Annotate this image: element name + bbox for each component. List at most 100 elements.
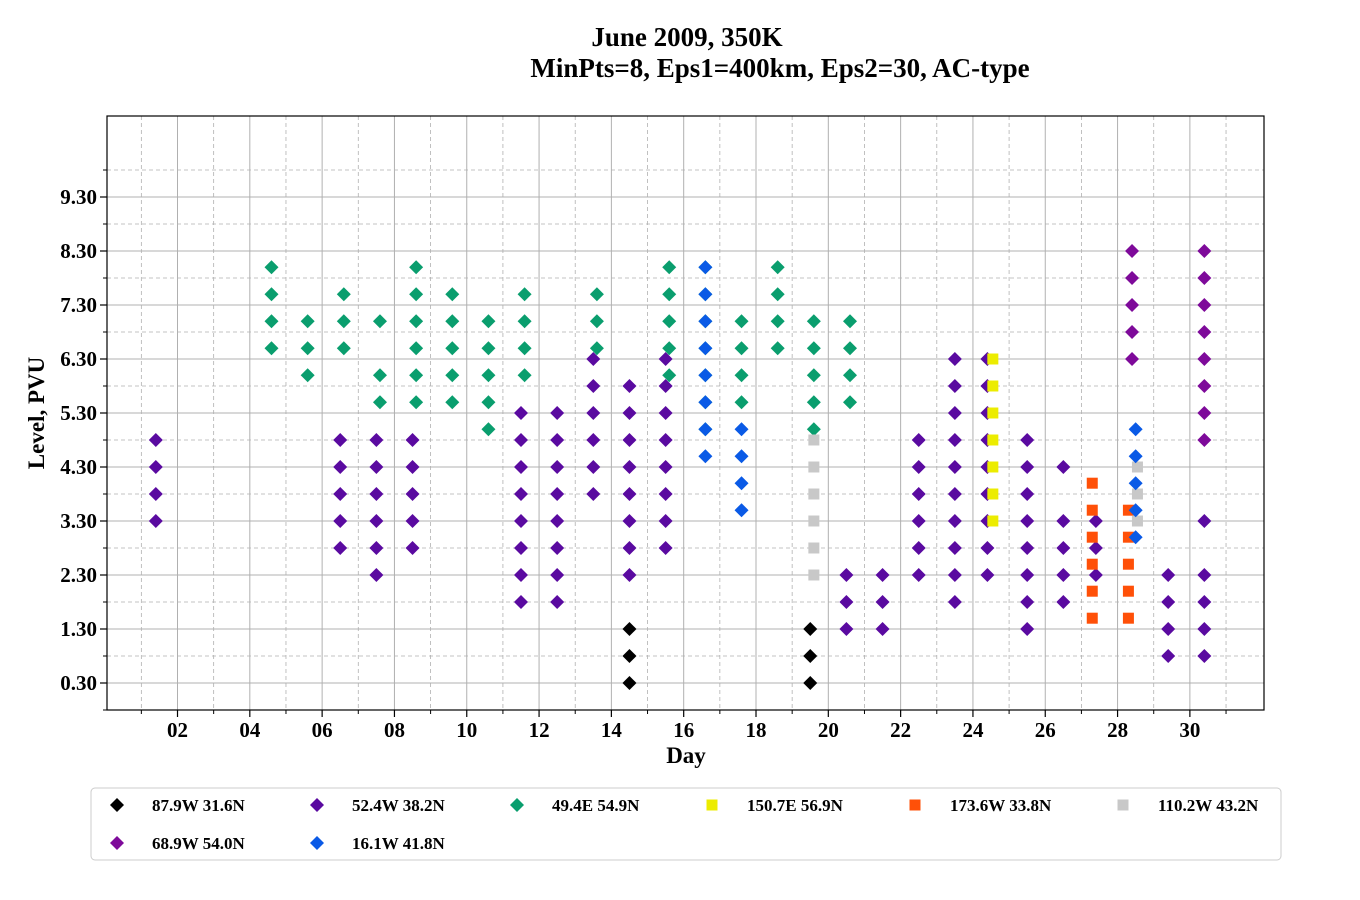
data-point xyxy=(300,368,315,383)
data-point xyxy=(405,514,420,528)
y-tick-label: 6.30 xyxy=(60,347,97,371)
data-point xyxy=(405,541,420,555)
data-point xyxy=(1020,433,1035,447)
legend-marker xyxy=(310,798,324,812)
data-point xyxy=(658,514,673,528)
data-point xyxy=(911,514,926,528)
legend-frame xyxy=(90,787,1282,861)
data-point xyxy=(698,287,713,302)
legend-label: 52.4W 38.2N xyxy=(352,796,445,815)
data-point xyxy=(698,449,713,464)
data-point xyxy=(586,352,601,366)
data-point xyxy=(1056,595,1071,609)
data-point xyxy=(481,368,496,383)
data-point xyxy=(148,487,163,501)
data-point xyxy=(947,595,962,609)
data-point xyxy=(409,341,424,356)
y-tick-label: 4.30 xyxy=(60,455,97,479)
data-point xyxy=(1197,325,1212,339)
data-point xyxy=(808,515,820,527)
x-tick-label: 18 xyxy=(746,718,767,742)
data-point xyxy=(517,368,532,383)
data-point xyxy=(1086,585,1098,597)
data-point xyxy=(550,595,565,609)
legend-marker xyxy=(110,836,124,850)
data-point xyxy=(586,487,601,501)
y-tick-label: 3.30 xyxy=(60,509,97,533)
data-point xyxy=(148,460,163,474)
data-point xyxy=(513,487,528,501)
data-point xyxy=(662,260,677,275)
data-point xyxy=(586,406,601,420)
data-point xyxy=(658,379,673,393)
data-point xyxy=(550,514,565,528)
data-point xyxy=(369,460,384,474)
data-point xyxy=(734,503,749,518)
data-point xyxy=(1086,612,1098,624)
data-point xyxy=(947,433,962,447)
x-tick-label: 12 xyxy=(529,718,550,742)
data-point xyxy=(1197,406,1212,420)
data-point xyxy=(770,341,785,356)
legend-label: 150.7E 56.9N xyxy=(747,796,844,815)
data-point xyxy=(1125,325,1140,339)
data-point xyxy=(550,460,565,474)
data-point xyxy=(947,406,962,420)
data-point xyxy=(911,541,926,555)
data-point xyxy=(987,461,999,473)
x-axis-label: Day xyxy=(666,743,706,768)
data-point xyxy=(947,460,962,474)
data-point xyxy=(405,487,420,501)
x-tick-label: 22 xyxy=(890,718,911,742)
data-point xyxy=(1128,476,1143,491)
legend-marker xyxy=(310,836,324,850)
data-point xyxy=(987,353,999,365)
data-point xyxy=(445,314,460,329)
data-point xyxy=(806,341,821,356)
y-tick-label: 1.30 xyxy=(60,617,97,641)
data-points xyxy=(148,244,1212,690)
data-point xyxy=(264,341,279,356)
data-point xyxy=(734,395,749,410)
data-point xyxy=(1088,514,1103,528)
y-tick-label: 2.30 xyxy=(60,563,97,587)
data-point xyxy=(622,379,637,393)
y-axis-label: Level, PVU xyxy=(24,356,49,469)
data-point xyxy=(622,622,637,636)
data-point xyxy=(658,352,673,366)
data-point xyxy=(803,649,818,663)
data-point xyxy=(839,595,854,609)
data-point xyxy=(1161,622,1176,636)
x-tick-label: 16 xyxy=(673,718,694,742)
data-point xyxy=(734,476,749,491)
data-point xyxy=(336,314,351,329)
data-point xyxy=(1197,271,1212,285)
data-point xyxy=(1131,488,1143,500)
data-point xyxy=(987,488,999,500)
data-point xyxy=(987,407,999,419)
data-point xyxy=(409,368,424,383)
data-point xyxy=(409,395,424,410)
legend-label: 16.1W 41.8N xyxy=(352,834,445,853)
data-point xyxy=(987,434,999,446)
data-point xyxy=(1020,622,1035,636)
data-point xyxy=(1161,649,1176,663)
data-point xyxy=(372,395,387,410)
data-point xyxy=(336,287,351,302)
data-point xyxy=(369,541,384,555)
data-point xyxy=(980,541,995,555)
data-point xyxy=(1131,461,1143,473)
data-point xyxy=(1020,487,1035,501)
data-point xyxy=(911,568,926,582)
data-point xyxy=(875,622,890,636)
data-point xyxy=(843,368,858,383)
data-point xyxy=(1197,649,1212,663)
x-tick-label: 14 xyxy=(601,718,623,742)
data-point xyxy=(658,460,673,474)
data-point xyxy=(1197,568,1212,582)
data-point xyxy=(947,568,962,582)
data-point xyxy=(947,541,962,555)
data-point xyxy=(586,460,601,474)
data-point xyxy=(589,341,604,356)
data-point xyxy=(1088,568,1103,582)
